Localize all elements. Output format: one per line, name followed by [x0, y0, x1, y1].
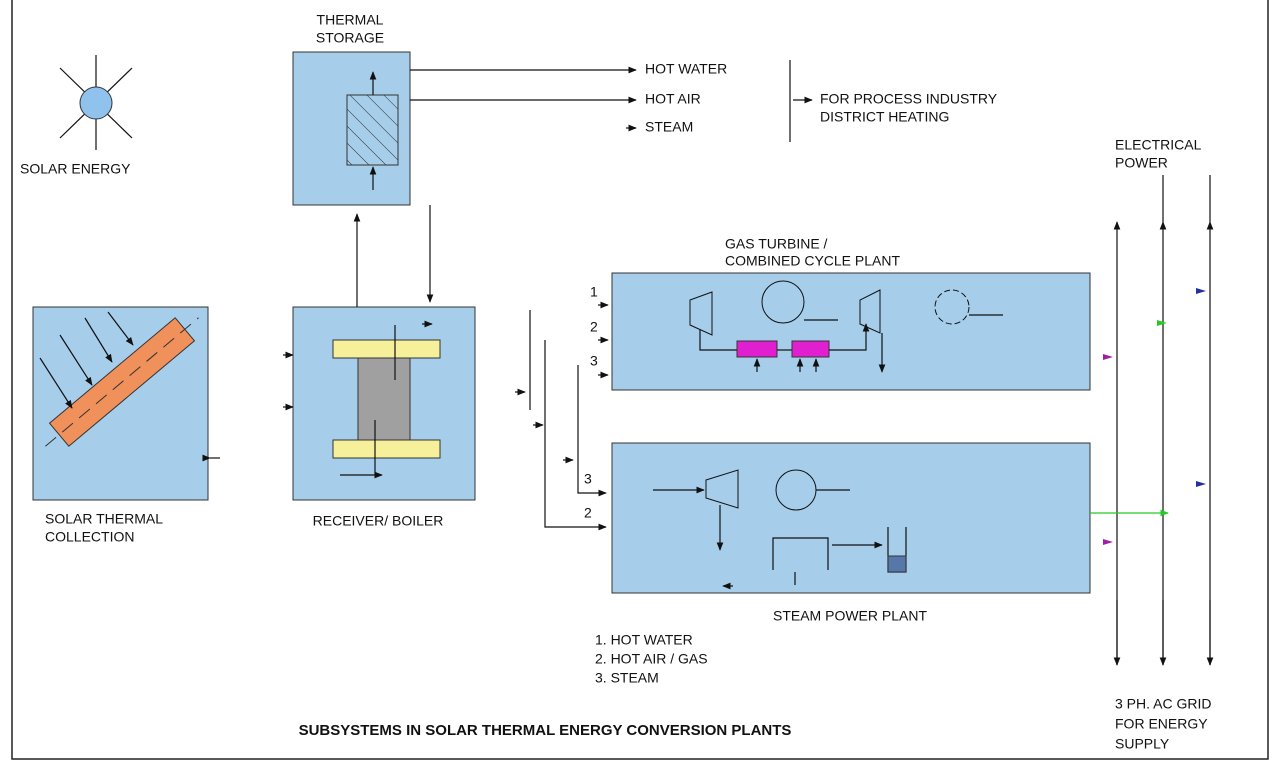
shape — [934, 289, 970, 325]
gas-turbine-label: GAS TURBINE / — [725, 236, 828, 252]
shape — [1196, 288, 1206, 294]
use-label: FOR PROCESS INDUSTRY — [820, 91, 998, 107]
connector — [45, 317, 199, 447]
shape — [332, 339, 441, 359]
output-label: HOT AIR — [645, 91, 701, 107]
connector — [59, 334, 93, 386]
legend-item: 2. HOT AIR / GAS — [595, 651, 708, 667]
connector — [39, 357, 73, 409]
collection-label: COLLECTION — [45, 529, 134, 545]
shape — [887, 555, 907, 573]
shape — [1103, 354, 1113, 360]
input-number: 3 — [590, 353, 598, 369]
use-label: DISTRICT HEATING — [820, 109, 949, 125]
shape — [611, 272, 1091, 391]
connector — [699, 330, 737, 351]
feed-lines — [515, 301, 609, 531]
shape — [11, 0, 1269, 760]
steam-plant-label: STEAM POWER PLANT — [773, 608, 927, 624]
connector — [577, 365, 607, 497]
input-number: 2 — [590, 319, 598, 335]
shape — [736, 340, 778, 358]
input-number: 1 — [590, 284, 598, 300]
grid-label: FOR ENERGY — [1115, 716, 1208, 732]
input-number: 3 — [584, 471, 592, 487]
shape — [859, 289, 881, 334]
shape — [332, 439, 441, 459]
output-label: HOT WATER — [645, 61, 727, 77]
shape — [791, 340, 830, 358]
input-number: 2 — [584, 505, 592, 521]
shape — [705, 469, 739, 509]
legend-item: 1. HOT WATER — [595, 632, 693, 648]
solar-collector — [32, 306, 220, 501]
electrical-label: POWER — [1115, 155, 1168, 171]
steam-power-plant — [611, 442, 1091, 594]
shape — [1196, 481, 1206, 487]
grid-label: 3 PH. AC GRID — [1115, 696, 1211, 712]
receiver-label: RECEIVER/ BOILER — [313, 513, 444, 529]
connector — [84, 317, 113, 363]
legend-item: 3. STEAM — [595, 670, 659, 686]
shape — [611, 442, 1091, 594]
connector — [107, 311, 134, 346]
frame — [11, 0, 1269, 760]
collection-label: SOLAR THERMAL — [45, 511, 163, 527]
connector — [829, 323, 870, 351]
shape — [689, 291, 713, 336]
shape — [79, 86, 113, 120]
connector — [772, 537, 829, 570]
grid-label: SUPPLY — [1115, 736, 1170, 752]
power-lines — [1090, 175, 1214, 666]
thermal-storage — [292, 51, 411, 206]
storage-label: STORAGE — [316, 30, 384, 46]
shape — [1103, 539, 1113, 545]
sun — [59, 55, 133, 150]
shape — [357, 356, 411, 442]
solar-energy-label: SOLAR ENERGY — [20, 161, 131, 177]
shape — [346, 94, 399, 166]
output-label: STEAM — [645, 119, 693, 135]
shape — [45, 317, 199, 447]
gas-turbine-label: COMBINED CYCLE PLANT — [725, 253, 900, 269]
storage-label: THERMAL — [317, 12, 384, 28]
shape — [1157, 320, 1167, 326]
diagram-title: SUBSYSTEMS IN SOLAR THERMAL ENERGY CONVE… — [299, 722, 792, 739]
receiver-boiler — [283, 205, 476, 501]
output-arrows — [410, 60, 813, 142]
connector — [544, 340, 607, 531]
electrical-label: ELECTRICAL — [1115, 137, 1202, 153]
gas-turbine-plant — [611, 272, 1091, 391]
shape — [761, 280, 805, 324]
